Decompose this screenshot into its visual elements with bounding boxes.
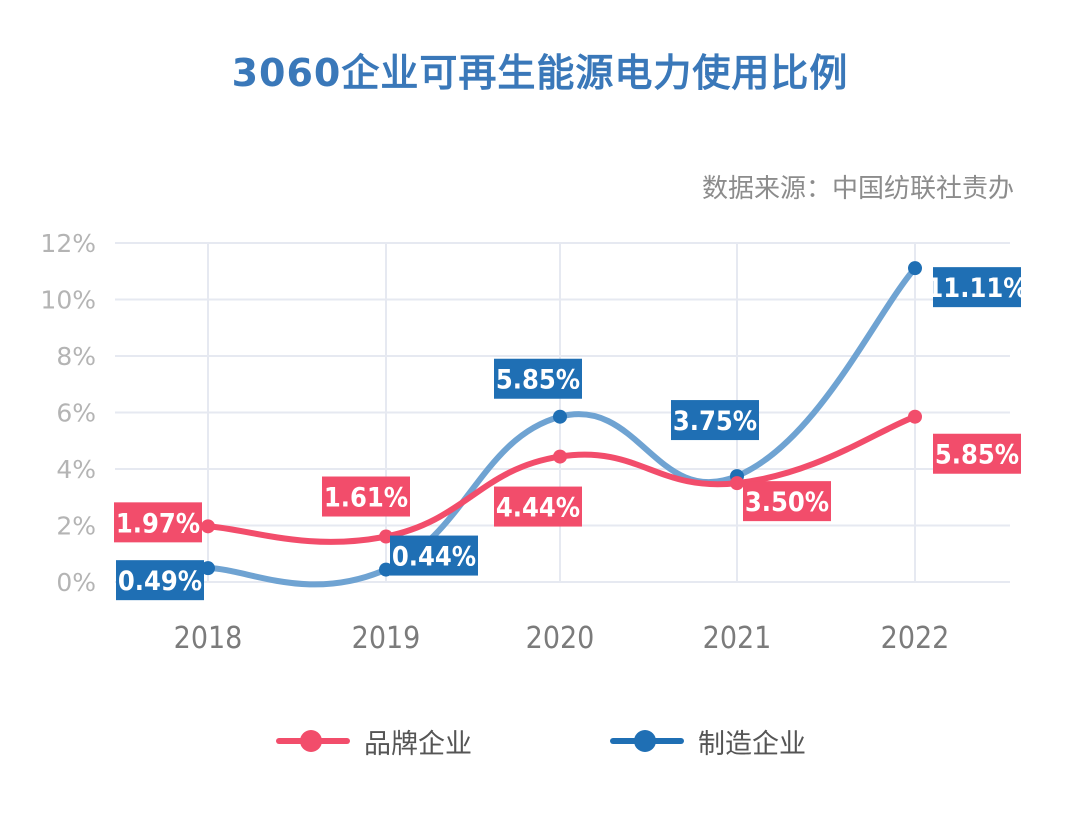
- y-tick-label: 10%: [40, 286, 96, 315]
- data-label: 1.97%: [116, 508, 200, 539]
- x-tick-label: 2020: [526, 621, 595, 656]
- y-tick-label: 6%: [56, 399, 96, 428]
- data-label-box: [116, 560, 204, 601]
- x-tick-label: 2022: [881, 621, 950, 656]
- data-point: [379, 562, 393, 577]
- y-tick-label: 4%: [56, 455, 96, 484]
- data-label: 5.85%: [496, 365, 580, 396]
- x-tick-label: 2019: [352, 621, 421, 656]
- data-source-note: 数据来源：中国纺联社责办: [701, 174, 1014, 204]
- data-label-box: [933, 267, 1021, 308]
- data-label-box: [743, 481, 831, 522]
- data-label-box: [494, 486, 582, 527]
- data-point: [730, 476, 744, 491]
- data-point: [201, 519, 215, 534]
- data-point: [908, 409, 922, 424]
- y-tick-label: 8%: [56, 342, 96, 371]
- legend-dot-manufacturer: [634, 730, 656, 752]
- data-label: 11.11%: [926, 273, 1027, 304]
- data-label: 0.49%: [118, 566, 202, 597]
- data-label: 3.75%: [673, 406, 757, 437]
- legend-marker-manufacturer: [610, 730, 684, 752]
- legend-label-brand: 品牌企业: [364, 728, 472, 760]
- data-label: 3.50%: [745, 487, 829, 518]
- data-point: [553, 409, 567, 424]
- x-tick-label: 2021: [703, 621, 772, 656]
- data-label-box: [322, 476, 410, 517]
- legend-dot-brand: [300, 730, 322, 752]
- legend: 品牌企业 制造企业: [0, 716, 1080, 766]
- line-chart: 0% 2% 4% 6% 8% 10% 12% 2018 2019 2020 2021 2022 1.97…: [40, 229, 1027, 656]
- data-point: [908, 261, 922, 276]
- x-tick-label: 2018: [174, 621, 243, 656]
- data-label-box: [671, 400, 759, 441]
- data-label: 4.44%: [496, 493, 580, 524]
- legend-label-manufacturer: 制造企业: [698, 728, 806, 760]
- data-label-box: [933, 433, 1021, 474]
- data-label-box: [494, 358, 582, 399]
- data-label: 5.85%: [935, 440, 1019, 471]
- data-label-box: [390, 535, 478, 576]
- y-tick-label: 2%: [56, 512, 96, 541]
- series-line-manufacturer: [205, 265, 918, 588]
- data-point: [553, 449, 567, 464]
- data-label: 0.44%: [392, 542, 476, 573]
- data-point: [201, 561, 215, 576]
- legend-marker-brand: [276, 730, 350, 752]
- y-tick-label: 0%: [56, 568, 96, 597]
- data-point: [379, 529, 393, 544]
- y-tick-label: 12%: [40, 229, 96, 258]
- data-label-box: [114, 502, 202, 543]
- data-label: 1.61%: [324, 483, 408, 514]
- legend-item-manufacturer[interactable]: 制造企业: [610, 716, 806, 766]
- chart-title: 3060企业可再生能源电力使用比例: [231, 51, 849, 95]
- legend-item-brand[interactable]: 品牌企业: [276, 716, 472, 766]
